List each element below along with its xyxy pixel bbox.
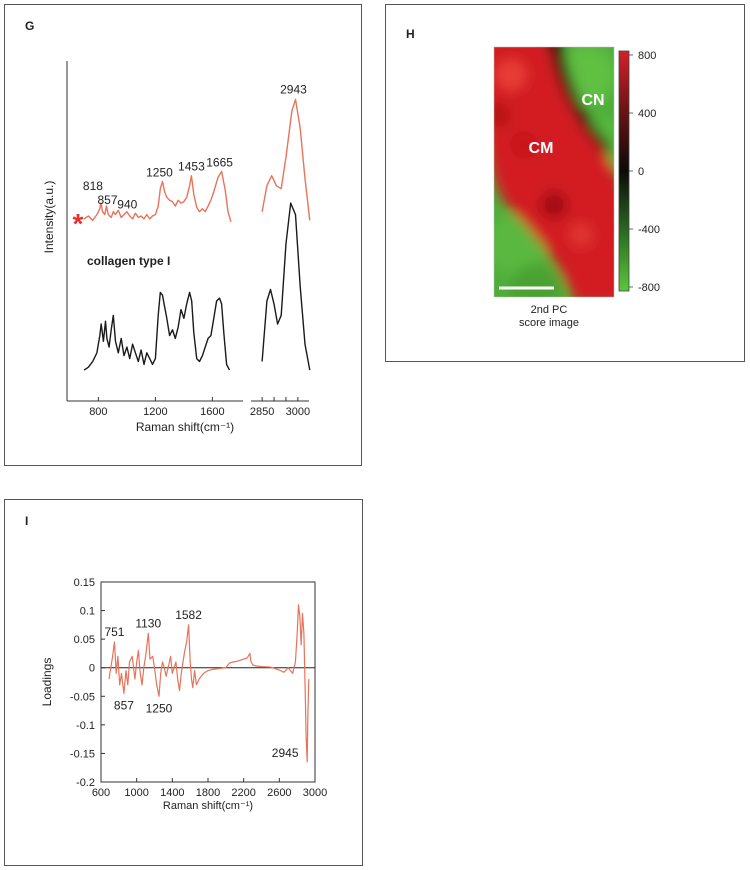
colorbar-tick-label: -400 (638, 224, 660, 236)
series-pc2-line (108, 604, 310, 763)
raman-spectra-chart: 800 1200 1600 2850 3000 Raman shift(cm⁻¹) Inte… (42, 61, 311, 434)
peak-label: 1250 (146, 701, 173, 715)
peak-label: 751 (104, 625, 124, 639)
x-tick-label: 1400 (160, 787, 184, 799)
x-tick-label: 1200 (143, 406, 167, 418)
peak-label: 857 (97, 193, 117, 207)
peak-label: 1582 (175, 608, 202, 622)
region-label-cn: CN (581, 92, 604, 109)
x-tick-label: 1000 (124, 787, 148, 799)
red-spot (495, 59, 527, 91)
caption-line-2: score image (519, 317, 579, 329)
peak-label: 818 (83, 179, 103, 193)
score-image (494, 47, 614, 297)
x-tick-label: 1800 (196, 787, 220, 799)
y-axis-label: Loadings (40, 658, 54, 707)
series-sample-line-high (261, 98, 311, 221)
peak-label: 1665 (206, 155, 233, 169)
x-tick-label: 2600 (267, 787, 291, 799)
series-collagen-line-high (261, 202, 311, 371)
panel-letter-h: H (406, 27, 415, 41)
y-tick-label: -0.1 (76, 720, 95, 732)
colorbar-tick-label: -800 (638, 282, 660, 294)
sample-asterisk-marker: * (73, 208, 84, 239)
loadings-chart: 0.15 0.1 0.05 0 -0.05 -0.1 -0.15 -0.2600 1000 140… (40, 577, 327, 812)
colorbar-tick-label: 0 (638, 166, 644, 178)
series-sample-line-low (83, 170, 232, 222)
colorbar-tick-label: 800 (638, 50, 656, 62)
y-tick-label: 0.05 (74, 634, 95, 646)
caption-line-1: 2nd PC (531, 304, 568, 316)
peak-label: 2945 (272, 746, 299, 760)
peak-label: 857 (114, 698, 134, 712)
colorbar (618, 50, 630, 292)
image-frame (493, 46, 615, 298)
y-tick-label: -0.2 (76, 777, 95, 789)
series-label-collagen: collagen type I (87, 254, 170, 268)
peak-label: 940 (117, 197, 137, 211)
x-tick-label: 1600 (200, 406, 224, 418)
y-tick-label: -0.05 (70, 691, 95, 703)
colorbar-tick-label: 400 (638, 108, 656, 120)
x-tick-label: 800 (89, 406, 107, 418)
peak-label: 1453 (178, 160, 205, 174)
panel-g: G 800 1200 1600 2850 3000 Raman shift(cm⁻¹) In… (4, 4, 362, 466)
y-tick-label: 0.15 (74, 577, 95, 589)
y-tick-label: 0.1 (80, 606, 95, 618)
red-spot (494, 103, 510, 127)
x-tick-label: 3000 (286, 406, 310, 418)
x-tick-label: 600 (92, 787, 110, 799)
y-tick-label: -0.15 (70, 748, 95, 760)
x-axis-label: Raman shift(cm⁻¹) (136, 420, 234, 434)
panel-letter-i: I (25, 514, 29, 528)
panel-letter-g: G (25, 19, 35, 33)
peak-label: 1250 (146, 165, 173, 179)
series-collagen-line-low (83, 291, 231, 371)
peak-label: 2943 (280, 82, 307, 96)
red-spot (510, 131, 538, 159)
band-edge-dark (548, 47, 612, 155)
red-spot (540, 191, 568, 219)
x-tick-label: 3000 (303, 787, 327, 799)
x-tick-label: 2200 (231, 787, 255, 799)
red-spot (569, 223, 593, 247)
y-tick-label: 0 (89, 663, 95, 675)
y-axis-label: Intensity(a.u.) (42, 181, 56, 254)
peak-label: 1130 (135, 616, 161, 630)
panel-h: H CM CN 800 400 0 -400 -800 2nd PC score image (385, 4, 745, 362)
x-axis-label: Raman shift(cm⁻¹) (163, 800, 253, 812)
panel-i: I 0.15 0.1 0.05 0 -0.05 -0.1 -0.15 -0.2 600 1000 1… (4, 499, 363, 866)
region-label-cm: CM (529, 140, 554, 157)
x-tick-label: 2850 (250, 406, 274, 418)
